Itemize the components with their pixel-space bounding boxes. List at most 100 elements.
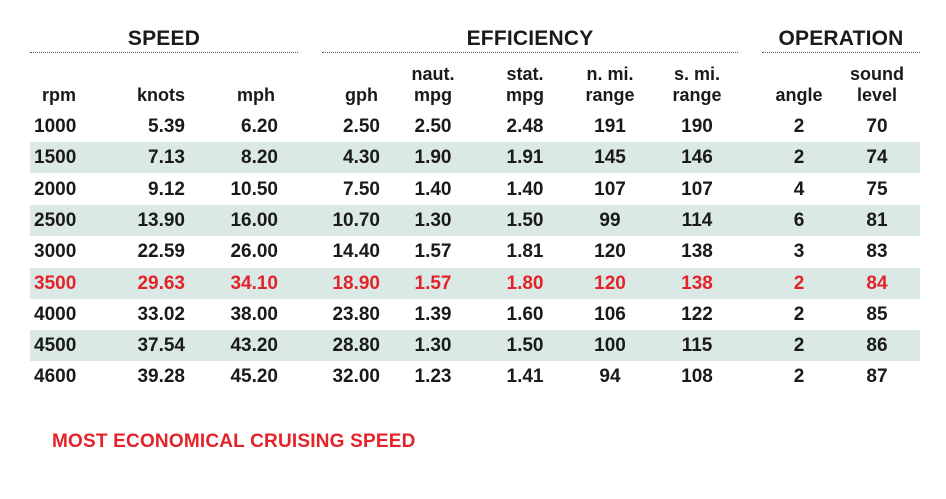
table-row: 3000 22.59 26.00 14.40 1.57 1.81 120 138 3 83 (30, 236, 920, 267)
cell-n-mi-range: 94 (599, 366, 621, 388)
header-n-mi-range: n. mi. range (585, 64, 635, 105)
cell-knots: 33.02 (137, 303, 185, 325)
cell-naut-mpg: 2.50 (414, 116, 452, 137)
cell-s-mi-range: 114 (681, 209, 713, 231)
cell-knots: 5.39 (148, 116, 185, 137)
cell-gph: 10.70 (332, 209, 380, 231)
cell-knots: 22.59 (137, 241, 185, 263)
cell-sound-level: 86 (866, 335, 888, 357)
cell-rpm: 2500 (34, 209, 77, 231)
header-s-mi-range: s. mi. range (672, 64, 722, 105)
cell-n-mi-range: 107 (594, 178, 626, 200)
cell-sound-level: 87 (866, 366, 888, 388)
cell-gph: 18.90 (332, 272, 380, 294)
cell-stat-mpg: 1.91 (506, 147, 544, 169)
cell-stat-mpg: 1.81 (506, 241, 544, 263)
cell-s-mi-range: 190 (681, 116, 713, 137)
cell-sound-level: 74 (866, 147, 888, 169)
cell-s-mi-range: 115 (681, 335, 713, 357)
header-gph: gph (345, 85, 378, 105)
cell-rpm: 3500 (34, 272, 77, 294)
cell-sound-level: 70 (866, 116, 888, 137)
cell-rpm: 4000 (34, 303, 77, 325)
cell-rpm: 1500 (34, 147, 77, 169)
cell-n-mi-range: 99 (599, 209, 621, 231)
cell-mph: 10.50 (230, 178, 278, 200)
cell-angle: 2 (793, 116, 805, 137)
cell-knots: 29.63 (137, 272, 185, 294)
footer-note: MOST ECONOMICAL CRUISING SPEED (52, 431, 416, 452)
header-mph: mph (237, 85, 275, 105)
cell-gph: 14.40 (332, 241, 380, 263)
cell-mph: 16.00 (230, 209, 278, 231)
cell-s-mi-range: 108 (681, 366, 713, 388)
group-rule-speed (30, 52, 298, 53)
cell-naut-mpg: 1.57 (414, 272, 452, 294)
cell-sound-level: 75 (866, 178, 888, 200)
cell-naut-mpg: 1.23 (414, 366, 452, 388)
cell-n-mi-range: 120 (594, 241, 626, 263)
cell-rpm: 4500 (34, 335, 77, 357)
cell-knots: 9.12 (148, 178, 185, 200)
table-row: 1000 5.39 6.20 2.50 2.50 2.48 191 190 2 70 (30, 111, 920, 142)
cell-sound-level: 83 (866, 241, 888, 263)
cell-sound-level: 84 (866, 272, 888, 294)
cell-mph: 38.00 (230, 303, 278, 325)
cell-naut-mpg: 1.30 (414, 335, 452, 357)
cell-gph: 4.30 (343, 147, 380, 169)
cell-mph: 26.00 (230, 241, 278, 263)
cell-rpm: 3000 (34, 241, 77, 263)
cell-stat-mpg: 1.50 (506, 335, 544, 357)
cell-angle: 2 (793, 366, 805, 388)
cell-angle: 2 (793, 335, 805, 357)
cell-s-mi-range: 107 (681, 178, 713, 200)
cell-mph: 8.20 (241, 147, 278, 169)
cell-gph: 28.80 (332, 335, 380, 357)
cell-knots: 7.13 (148, 147, 185, 169)
cell-naut-mpg: 1.90 (414, 147, 452, 169)
header-sound-level: sound level (850, 64, 904, 105)
cell-rpm: 2000 (34, 178, 77, 200)
cell-angle: 2 (793, 303, 805, 325)
cell-s-mi-range: 138 (681, 272, 713, 294)
table-row: 1500 7.13 8.20 4.30 1.90 1.91 145 146 2 74 (30, 142, 920, 174)
cell-mph: 6.20 (241, 116, 278, 137)
cell-n-mi-range: 120 (594, 272, 626, 294)
cell-sound-level: 85 (866, 303, 888, 325)
table-row: 4600 39.28 45.20 32.00 1.23 1.41 94 108 2 87 (30, 361, 920, 392)
cell-naut-mpg: 1.40 (414, 178, 452, 200)
cell-stat-mpg: 1.60 (506, 303, 544, 325)
table-row: 4000 33.02 38.00 23.80 1.39 1.60 106 122 2 85 (30, 299, 920, 330)
cell-mph: 43.20 (230, 335, 278, 357)
table-row: 2500 13.90 16.00 10.70 1.30 1.50 99 114 6 81 (30, 204, 920, 236)
cell-stat-mpg: 1.40 (506, 178, 544, 200)
cell-rpm: 1000 (34, 116, 77, 137)
group-title-speed: SPEED (127, 27, 201, 50)
cell-stat-mpg: 1.80 (506, 272, 544, 294)
header-knots: knots (136, 85, 185, 105)
cell-n-mi-range: 106 (594, 303, 626, 325)
header-naut-mpg: naut. mpg (411, 64, 455, 105)
cell-knots: 37.54 (137, 335, 185, 357)
cell-gph: 2.50 (343, 116, 380, 137)
cell-mph: 45.20 (230, 366, 278, 388)
cell-angle: 2 (793, 272, 805, 294)
table-row-highlighted: 3500 29.63 34.10 18.90 1.57 1.80 120 138 2 84 (30, 267, 920, 299)
cell-naut-mpg: 1.30 (414, 209, 452, 231)
cell-gph: 7.50 (343, 178, 380, 200)
cell-stat-mpg: 1.41 (506, 366, 544, 388)
cell-s-mi-range: 138 (681, 241, 713, 263)
cell-n-mi-range: 191 (594, 116, 626, 137)
cell-naut-mpg: 1.57 (414, 241, 452, 263)
cell-knots: 13.90 (137, 209, 185, 231)
cell-angle: 4 (793, 178, 805, 200)
group-rule-efficiency (322, 52, 738, 53)
cell-angle: 2 (793, 147, 805, 169)
cell-naut-mpg: 1.39 (414, 303, 452, 325)
cell-gph: 23.80 (332, 303, 380, 325)
header-angle: angle (775, 85, 823, 105)
cell-n-mi-range: 100 (594, 335, 626, 357)
cell-n-mi-range: 145 (594, 147, 626, 169)
cell-gph: 32.00 (332, 366, 380, 388)
group-title-operation: OPERATION (778, 27, 904, 50)
